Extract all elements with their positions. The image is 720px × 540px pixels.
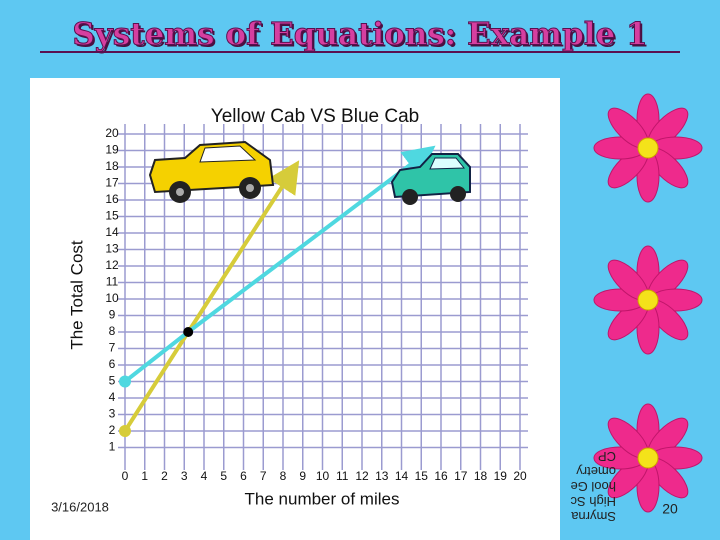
- start-marker: [119, 375, 131, 388]
- x-tick-label: 18: [474, 469, 488, 483]
- y-tick-label: 19: [105, 143, 119, 157]
- x-tick-label: 13: [375, 469, 389, 483]
- slide-footer: Smyrna High School Geometry CP: [570, 449, 616, 524]
- x-axis-label: The number of miles: [245, 489, 400, 508]
- x-tick-label: 16: [434, 469, 448, 483]
- x-tick-label: 17: [454, 469, 468, 483]
- y-tick-label: 13: [105, 242, 119, 256]
- chart-background: [30, 78, 560, 540]
- y-tick-label: 15: [105, 209, 119, 223]
- x-tick-label: 0: [122, 469, 129, 483]
- y-tick-label: 2: [109, 423, 116, 437]
- y-tick-label: 7: [109, 341, 116, 355]
- y-tick-label: 18: [105, 159, 119, 173]
- y-tick-label: 14: [105, 225, 119, 239]
- slide-date: 3/16/2018: [51, 499, 109, 514]
- y-tick-label: 6: [109, 357, 116, 371]
- y-tick-label: 3: [109, 407, 116, 421]
- y-tick-label: 8: [109, 324, 116, 338]
- y-tick-label: 5: [109, 374, 116, 388]
- x-tick-label: 3: [181, 469, 188, 483]
- x-tick-label: 4: [201, 469, 208, 483]
- flower-decoration: [593, 93, 703, 203]
- slide-number: 20: [662, 501, 678, 517]
- y-tick-label: 16: [105, 192, 119, 206]
- x-tick-label: 19: [494, 469, 508, 483]
- intersection-point: [183, 327, 194, 337]
- x-tick-label: 14: [395, 469, 409, 483]
- flower-decoration: [593, 245, 703, 355]
- y-axis-label: The Total Cost: [67, 240, 86, 350]
- x-tick-label: 1: [141, 469, 148, 483]
- x-tick-label: 15: [415, 469, 429, 483]
- x-tick-label: 2: [161, 469, 168, 483]
- start-marker: [119, 425, 131, 437]
- slide-title: Systems of Equations: Example 1: [72, 17, 647, 53]
- chart-title: Yellow Cab VS Blue Cab: [211, 106, 419, 127]
- y-tick-label: 20: [105, 126, 119, 140]
- x-tick-label: 12: [355, 469, 369, 483]
- x-tick-label: 7: [260, 469, 267, 483]
- x-tick-label: 20: [513, 469, 527, 483]
- x-tick-label: 8: [280, 469, 287, 483]
- x-tick-label: 5: [220, 469, 227, 483]
- x-tick-label: 11: [336, 469, 349, 483]
- slide-title-shadow: Systems of Equations: Example 1: [74, 19, 649, 55]
- x-tick-label: 9: [299, 469, 306, 483]
- y-tick-label: 4: [109, 390, 116, 404]
- y-tick-label: 10: [105, 291, 119, 305]
- x-tick-label: 6: [240, 469, 247, 483]
- yellow-car-icon: [148, 140, 275, 203]
- y-tick-label: 17: [105, 176, 119, 190]
- x-tick-label: 10: [316, 469, 330, 483]
- y-tick-label: 9: [109, 308, 116, 322]
- y-tick-label: 1: [109, 440, 116, 454]
- blue-car-icon: [390, 153, 471, 205]
- y-tick-label: 12: [105, 258, 119, 272]
- y-tick-label: 11: [106, 275, 119, 289]
